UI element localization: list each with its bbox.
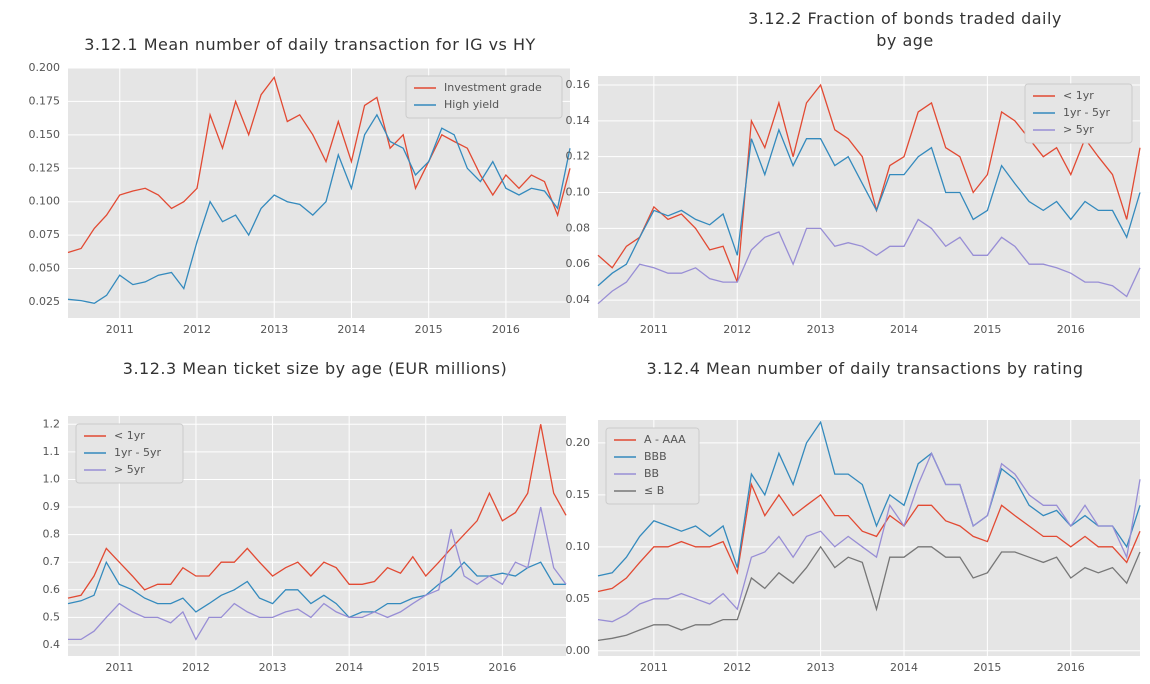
y-tick-label: 0.175	[29, 94, 61, 107]
legend-label: 1yr - 5yr	[1063, 106, 1111, 119]
line-series	[597, 451, 1141, 623]
x-tick-label: 2011	[106, 323, 134, 336]
x-tick-label: 2015	[973, 661, 1001, 674]
legend-box	[605, 427, 700, 505]
line-series	[597, 83, 1141, 283]
y-tick-label: 0.9	[43, 500, 61, 513]
line-series	[67, 560, 566, 619]
y-tick-label: 0.7	[43, 555, 61, 568]
chart-title: 3.12.4 Mean number of daily transactions…	[646, 359, 1084, 378]
x-tick-label: 2016	[1057, 661, 1085, 674]
y-tick-label: 0.125	[29, 161, 61, 174]
y-tick-label: 0.200	[29, 61, 61, 74]
chart-title: 3.12.1 Mean number of daily transaction …	[84, 35, 536, 54]
y-tick-label: 0.06	[566, 257, 591, 270]
legend-label: ≤ B	[644, 484, 664, 497]
line-series	[67, 75, 571, 254]
y-tick-label: 0.15	[566, 488, 591, 501]
y-tick-label: 0.14	[566, 114, 591, 127]
y-tick-label: 1.1	[43, 445, 61, 458]
x-tick-label: 2011	[105, 661, 133, 674]
legend-label: Investment grade	[444, 81, 542, 94]
y-tick-label: 0.100	[29, 195, 61, 208]
x-tick-label: 2012	[723, 661, 751, 674]
chart-title: 3.12.3 Mean ticket size by age (EUR mill…	[122, 359, 508, 378]
line-series	[67, 113, 571, 304]
y-tick-label: 0.8	[43, 528, 61, 541]
y-tick-label: 0.00	[566, 644, 591, 657]
y-tick-label: 0.10	[566, 186, 591, 199]
legend-box	[405, 75, 563, 119]
line-series	[597, 420, 1141, 577]
x-tick-label: 2013	[807, 661, 835, 674]
legend-label: A - AAA	[644, 433, 686, 446]
x-tick-label: 2014	[890, 661, 918, 674]
x-tick-label: 2016	[492, 323, 520, 336]
legend-label: High yield	[444, 98, 499, 111]
x-tick-label: 2013	[260, 323, 288, 336]
x-tick-label: 2011	[640, 323, 668, 336]
line-series	[597, 545, 1141, 642]
y-tick-label: 0.08	[566, 221, 591, 234]
x-tick-label: 2014	[335, 661, 363, 674]
y-tick-label: 0.04	[566, 293, 591, 306]
x-tick-label: 2014	[890, 323, 918, 336]
y-tick-label: 0.05	[566, 592, 591, 605]
line-series	[67, 424, 567, 599]
legend-label: 1yr - 5yr	[114, 446, 162, 459]
y-tick-label: 1.0	[43, 472, 61, 485]
y-tick-label: 0.16	[566, 78, 591, 91]
y-tick-label: 0.20	[566, 436, 591, 449]
y-tick-label: 0.10	[566, 540, 591, 553]
line-series	[597, 127, 1141, 287]
x-tick-label: 2016	[1057, 323, 1085, 336]
x-tick-label: 2013	[807, 323, 835, 336]
legend-box	[1024, 83, 1133, 144]
x-tick-label: 2011	[640, 661, 668, 674]
legend-label: > 5yr	[114, 463, 145, 476]
legend-label: BB	[644, 467, 659, 480]
legend-label: > 5yr	[1063, 123, 1094, 136]
x-tick-label: 2014	[337, 323, 365, 336]
x-tick-label: 2012	[723, 323, 751, 336]
legend-label: < 1yr	[114, 429, 145, 442]
x-tick-label: 2012	[182, 661, 210, 674]
line-series	[597, 482, 1141, 593]
x-tick-label: 2016	[488, 661, 516, 674]
y-tick-label: 1.2	[43, 417, 61, 430]
chart-title: 3.12.2 Fraction of bonds traded daily by…	[748, 9, 1062, 50]
y-tick-label: 0.4	[43, 638, 61, 651]
x-tick-label: 2013	[259, 661, 287, 674]
x-tick-label: 2015	[412, 661, 440, 674]
x-tick-label: 2015	[973, 323, 1001, 336]
line-series	[68, 506, 567, 641]
y-tick-label: 0.12	[566, 150, 591, 163]
x-tick-label: 2015	[415, 323, 443, 336]
x-tick-label: 2012	[183, 323, 211, 336]
y-tick-label: 0.6	[43, 583, 61, 596]
y-tick-label: 0.5	[43, 610, 61, 623]
y-tick-label: 0.025	[29, 295, 61, 308]
line-series	[597, 218, 1141, 305]
y-tick-label: 0.050	[29, 262, 61, 275]
legend-label: BBB	[644, 450, 667, 463]
legend-label: < 1yr	[1063, 89, 1094, 102]
y-tick-label: 0.150	[29, 128, 61, 141]
y-tick-label: 0.075	[29, 228, 61, 241]
legend-box	[75, 423, 184, 484]
